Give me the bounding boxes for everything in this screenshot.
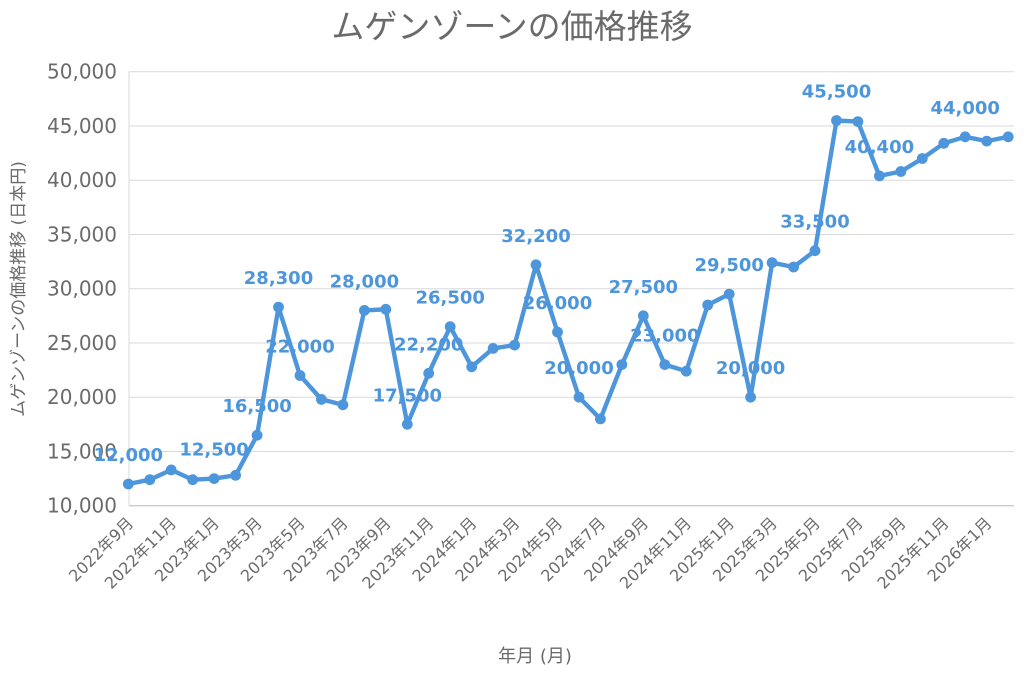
data-point-marker: [401, 418, 413, 430]
data-label: 40,400: [845, 137, 914, 158]
data-point-marker: [230, 469, 242, 481]
data-point-marker: [337, 399, 349, 411]
data-point-marker: [938, 137, 950, 149]
data-label: 16,500: [222, 396, 291, 417]
data-point-marker: [552, 326, 563, 338]
y-tick-label: 25,000: [47, 331, 117, 355]
data-point-marker: [380, 303, 392, 315]
data-point-marker: [745, 391, 756, 403]
data-point-marker: [509, 339, 520, 351]
data-point-marker: [659, 359, 671, 370]
data-point-marker: [702, 299, 714, 311]
data-point-marker: [766, 257, 778, 269]
data-label: 20,000: [544, 358, 613, 379]
y-tick-label: 30,000: [47, 277, 117, 301]
data-point-marker: [809, 245, 821, 257]
data-point-marker: [187, 474, 199, 486]
data-point-marker: [122, 478, 134, 490]
data-point-marker: [637, 310, 649, 322]
data-label: 32,200: [501, 226, 570, 247]
data-label: 44,000: [930, 98, 999, 119]
data-label: 26,500: [415, 288, 484, 309]
series-line: [126, 118, 1011, 487]
data-point-marker: [895, 166, 907, 177]
y-tick-label: 40,000: [47, 168, 117, 192]
data-label: 27,500: [609, 277, 678, 298]
y-tick-label: 50,000: [47, 60, 117, 84]
data-point-marker: [208, 473, 220, 484]
data-point-marker: [616, 359, 628, 370]
data-point-marker: [251, 429, 263, 441]
x-axis-title: 年月 (月): [498, 646, 572, 667]
data-label: 17,500: [373, 385, 442, 406]
data-point-marker: [359, 305, 370, 316]
data-point-marker: [959, 131, 971, 143]
data-point-marker: [874, 170, 885, 182]
y-tick-label: 20,000: [47, 385, 117, 409]
data-label: 12,000: [94, 445, 163, 466]
data-point-marker: [852, 116, 864, 127]
data-point-marker: [423, 367, 435, 379]
data-label: 20,000: [716, 358, 785, 379]
y-axis-title: ムゲンゾーンの価格推移 (日本円): [9, 161, 29, 417]
data-point-marker: [444, 321, 456, 333]
data-point-marker: [466, 361, 478, 373]
y-tick-label: 35,000: [47, 222, 117, 246]
data-point-marker: [487, 343, 499, 354]
data-label: 28,000: [330, 271, 399, 292]
data-point-marker: [916, 153, 928, 164]
data-point-marker: [273, 301, 284, 313]
data-point-marker: [1002, 131, 1014, 143]
plot-area: 10,000 15,000 20,000 25,000 30,000 35,000 40,0…: [47, 60, 1014, 593]
data-label: 45,500: [802, 82, 871, 103]
data-label: 28,300: [244, 268, 313, 289]
y-tick-label: 10,000: [47, 494, 117, 518]
data-point-marker: [595, 413, 606, 425]
data-label: 26,000: [523, 293, 592, 314]
data-label: 22,000: [265, 337, 334, 358]
data-point-marker: [573, 391, 585, 403]
data-point-marker: [530, 259, 542, 271]
y-tick-label: 15,000: [47, 439, 117, 463]
data-point-marker: [680, 365, 692, 377]
data-point-marker: [165, 464, 177, 476]
data-label: 33,500: [780, 212, 849, 233]
data-label: 22,200: [394, 334, 463, 355]
data-point-marker: [981, 135, 993, 147]
data-point-marker: [144, 474, 156, 486]
data-label: 29,500: [694, 255, 763, 276]
data-point-marker: [316, 394, 327, 405]
data-label: 23,000: [630, 326, 699, 347]
data-point-marker: [831, 115, 842, 126]
data-point-marker: [788, 261, 799, 273]
data-point-marker: [294, 370, 306, 381]
chart-title: ムゲンゾーンの価格推移: [331, 7, 692, 46]
y-tick-label: 45,000: [47, 114, 117, 138]
data-label: 12,500: [179, 440, 248, 461]
data-point-marker: [723, 288, 735, 300]
